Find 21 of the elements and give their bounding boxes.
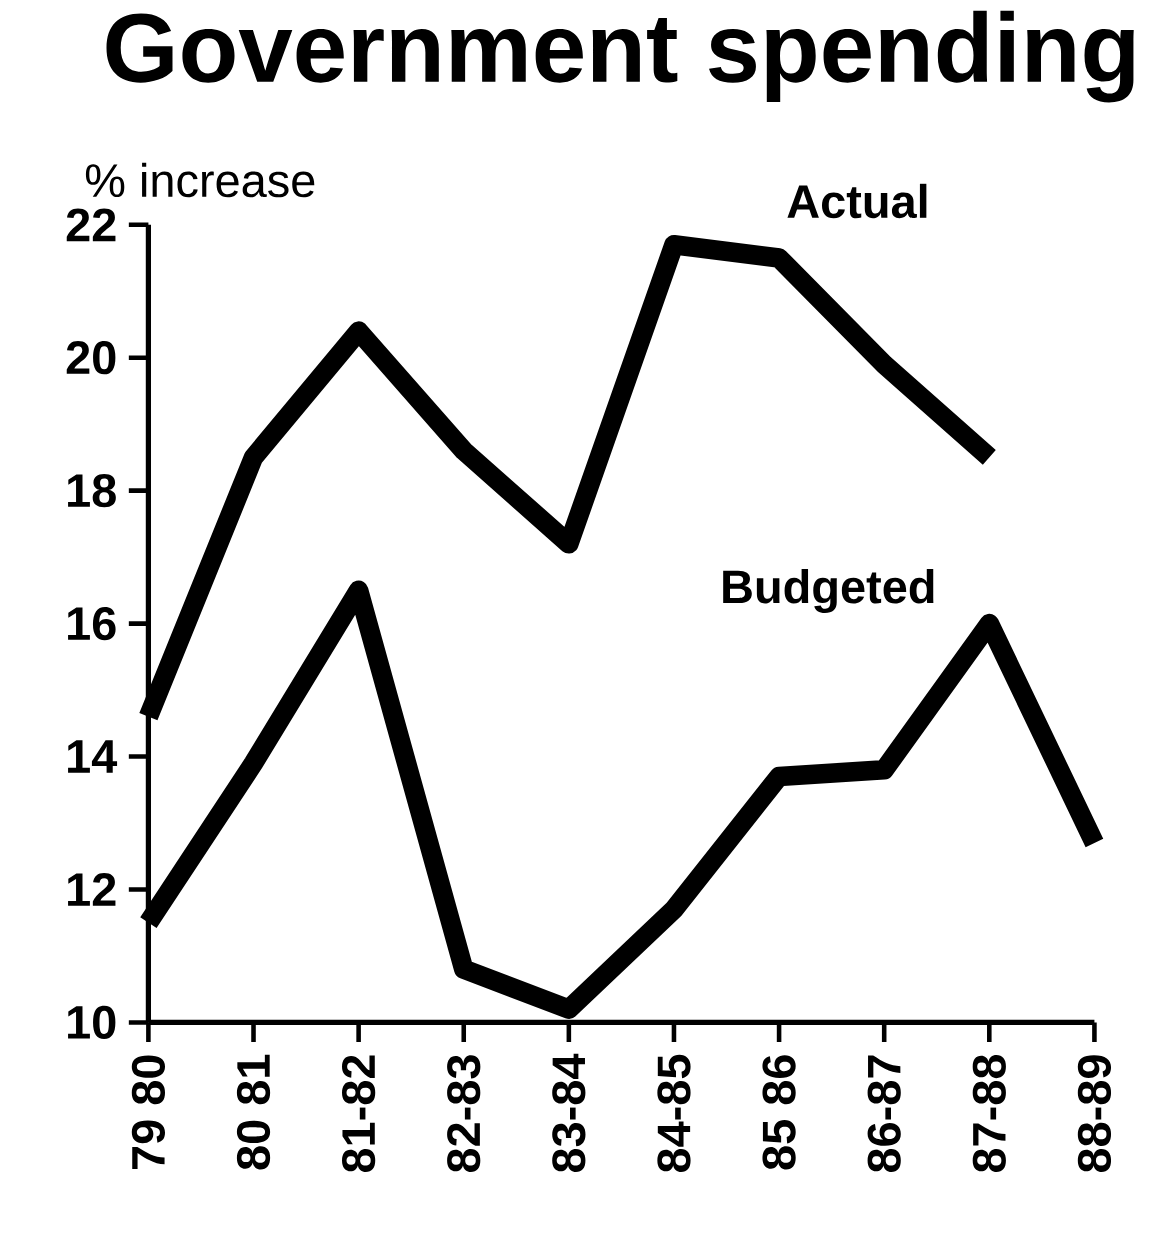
- x-tick-label: 81-82: [342, 1055, 376, 1173]
- x-tick-label: 83-84: [552, 1053, 586, 1173]
- series-label: Budgeted: [723, 569, 934, 613]
- y-tick-label: 14: [68, 740, 118, 773]
- x-tick-label: 86-87: [867, 1055, 901, 1173]
- x-tick-label: 84-85: [657, 1054, 691, 1173]
- y-tick-label: 12: [68, 873, 116, 906]
- x-tick-label: 79 80: [131, 1055, 166, 1169]
- x-tick-label: 87-88: [972, 1054, 1007, 1173]
- y-tick-label: 22: [66, 208, 116, 242]
- y-axis-title: % increase: [86, 162, 315, 198]
- chart-title: Government spending: [106, 10, 1134, 103]
- y-tick-label: 16: [68, 606, 116, 641]
- y-tick-label: 18: [68, 474, 117, 508]
- y-tick-label: 20: [66, 341, 116, 375]
- x-tick-label: 82-83: [447, 1055, 481, 1173]
- x-tick-label: 88-89: [1078, 1055, 1112, 1173]
- y-tick-label: 10: [68, 1005, 116, 1040]
- series-label: Actual: [787, 183, 927, 219]
- x-tick-label: 80 81: [237, 1054, 271, 1170]
- x-tick-label: 85 86: [762, 1055, 796, 1170]
